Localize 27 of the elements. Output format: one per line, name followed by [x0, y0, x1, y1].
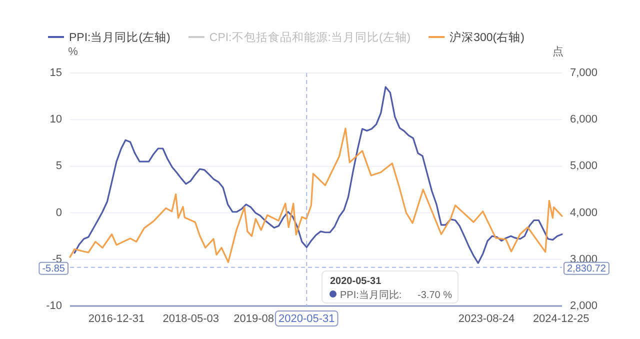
y2-tick-label: 7,000	[570, 67, 598, 79]
y2-tick-label: 4,000	[570, 206, 598, 219]
y-tick-label: 0	[56, 206, 62, 219]
x-tick-label: 2018-05-03	[162, 313, 220, 325]
legend-label: 沪深300(右轴)	[450, 30, 525, 44]
x-tick-label: 2023-08-24	[458, 313, 515, 325]
ref-line-label: -5.85	[42, 263, 66, 274]
tooltip: 2020-05-31 PPI:当月同比: -3.70 %	[322, 270, 458, 304]
y-tick-label: -10	[46, 300, 62, 312]
ref-line-label: 2020-05-31	[278, 313, 335, 325]
annotation: -3.70 %	[418, 290, 452, 301]
x-tick-label: 2024-12-25	[532, 313, 590, 325]
annotation: 2020-05-31	[330, 276, 382, 287]
y-axis-title: %	[68, 46, 78, 58]
annotation: PPI:当月同比:	[340, 289, 402, 301]
x-tick-label: 2019-08	[234, 313, 274, 325]
y-tick-label: 5	[56, 160, 62, 172]
y-tick-label: 10	[50, 114, 62, 126]
legend-label: PPI:当月同比(左轴)	[69, 31, 171, 44]
text: 2,830.72	[567, 263, 606, 274]
legend-label: CPI:不包括食品和能源:当月同比(左轴)	[209, 31, 411, 44]
y2-tick-label: 5,000	[570, 160, 598, 172]
y2-tick-label: 6,000	[570, 114, 598, 126]
x-tick-label: 2016-12-31	[88, 313, 145, 325]
y-tick-label: 15	[50, 67, 62, 79]
y2-tick-label: 2,000	[570, 300, 598, 312]
y2-axis-title: 点	[552, 45, 564, 58]
